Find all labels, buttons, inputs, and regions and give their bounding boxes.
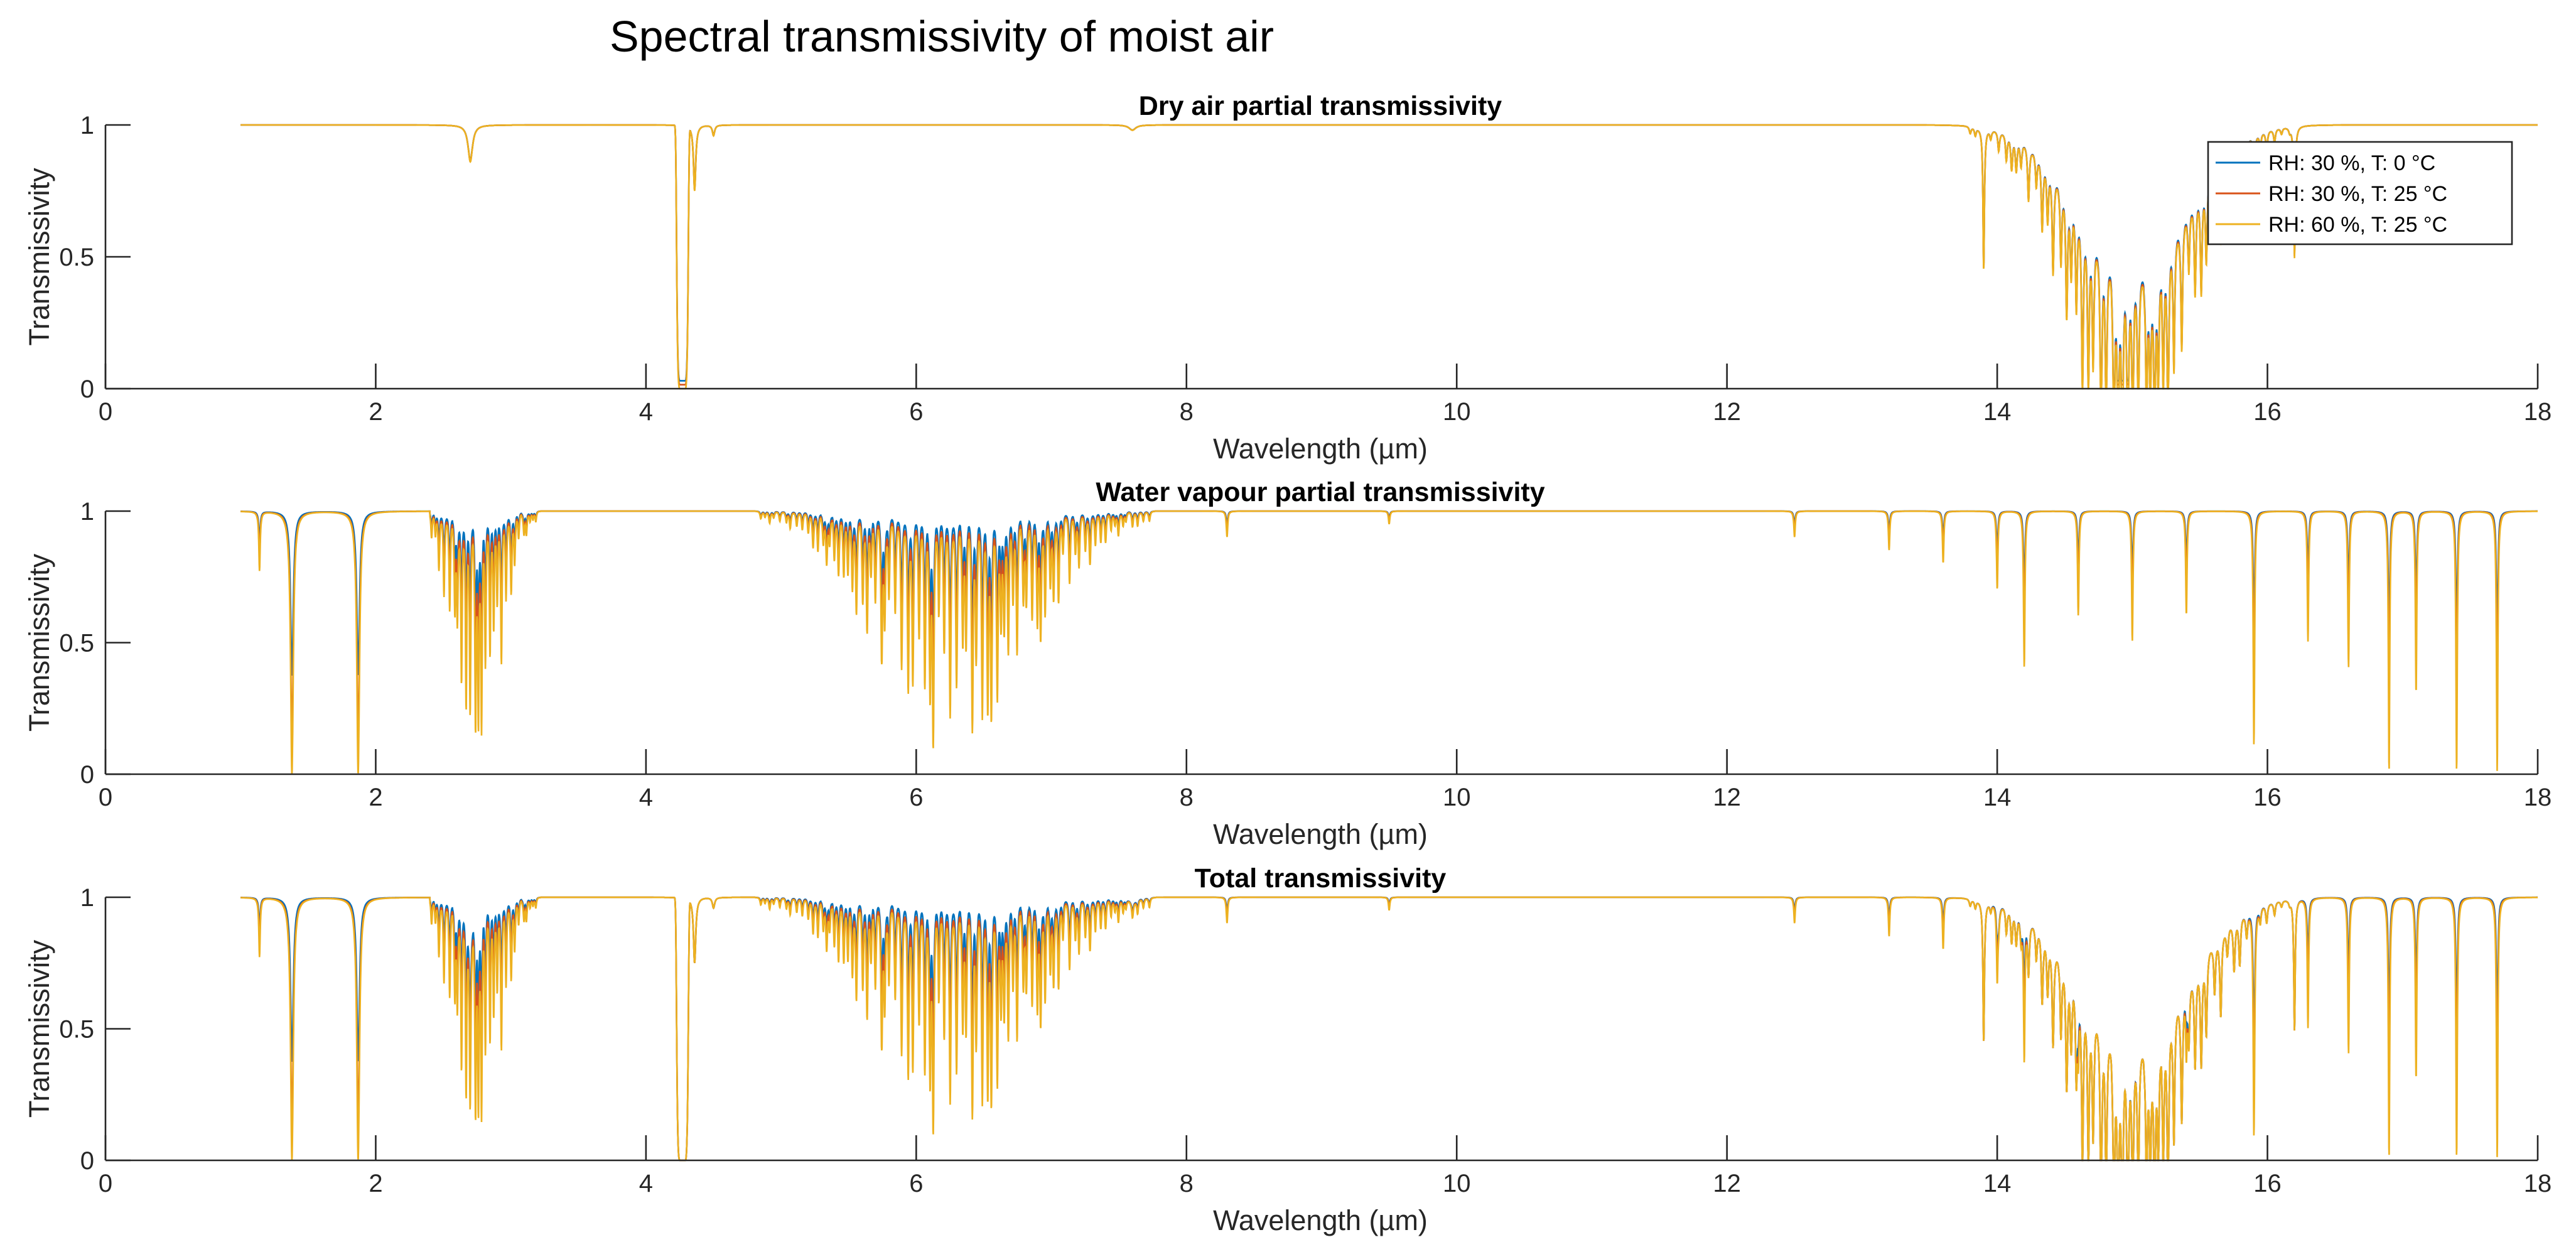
x-tick-label: 0 (99, 398, 112, 426)
x-tick-label: 4 (639, 784, 653, 811)
y-axis-label: Transmissivity (23, 168, 55, 346)
x-tick-label: 12 (1713, 398, 1741, 426)
series-group (240, 896, 2538, 1162)
x-tick-label: 4 (639, 1170, 653, 1197)
series-line-3 (240, 896, 2538, 1162)
x-tick-label: 14 (1983, 398, 2012, 426)
legend-entry-label: RH: 30 %, T: 0 °C (2268, 151, 2435, 175)
y-tick-label: 0.5 (59, 244, 94, 271)
series-line-2 (240, 510, 2538, 742)
axes-3: 0 2 4 6 8 10 12 14 16 18 0 0.5 1 Total transmissivity… (23, 863, 2552, 1236)
x-tick-label: 2 (369, 398, 382, 426)
x-tick-label: 8 (1180, 398, 1194, 426)
x-tick-label: 2 (369, 1170, 382, 1197)
x-tick-label: 16 (2253, 784, 2282, 811)
x-tick-label: 14 (1983, 1170, 2012, 1197)
x-tick-label: 0 (99, 784, 112, 811)
legend-entry-label: RH: 60 %, T: 25 °C (2268, 213, 2447, 237)
x-tick-label: 12 (1713, 784, 1741, 811)
legend: RH: 30 %, T: 0 °C RH: 30 %, T: 25 °C RH: 6… (2207, 141, 2513, 246)
series-line-3 (240, 124, 2538, 390)
series-line-3 (240, 510, 2538, 775)
axes-title: Dry air partial transmissivity (1139, 91, 1502, 121)
y-tick-label: 0 (80, 375, 94, 403)
x-tick-label: 8 (1180, 784, 1194, 811)
axes-2: 0 2 4 6 8 10 12 14 16 18 0 0.5 1 Water vapour partial… (23, 477, 2552, 850)
x-tick-label: 6 (909, 784, 923, 811)
x-axis-label: Wavelength (µm) (1213, 1204, 1428, 1236)
x-tick-label: 18 (2524, 784, 2552, 811)
series-group (240, 124, 2538, 390)
x-tick-label: 16 (2253, 1170, 2282, 1197)
x-tick-label: 10 (1443, 398, 1471, 426)
y-axis-label: Transmissivity (23, 939, 55, 1118)
x-tick-label: 4 (639, 398, 653, 426)
series-line-1 (240, 124, 2538, 382)
x-tick-label: 14 (1983, 784, 2012, 811)
y-tick-label: 0 (80, 761, 94, 789)
series-line-1 (240, 896, 2538, 1162)
axes-title: Total transmissivity (1195, 863, 1447, 893)
series-line-2 (240, 124, 2538, 386)
legend-entry-label: RH: 30 %, T: 25 °C (2268, 182, 2447, 206)
axes-1: 0 2 4 6 8 10 12 14 16 18 0 0.5 1 Dry air partial tran… (23, 91, 2552, 465)
series-group (240, 510, 2538, 775)
y-tick-label: 0 (80, 1147, 94, 1175)
figure-title: Spectral transmissivity of moist air (610, 12, 1274, 61)
x-tick-label: 10 (1443, 784, 1471, 811)
x-tick-label: 10 (1443, 1170, 1471, 1197)
x-tick-label: 18 (2524, 1170, 2552, 1197)
x-tick-label: 18 (2524, 398, 2552, 426)
y-tick-label: 0.5 (59, 1016, 94, 1044)
x-axis-label: Wavelength (µm) (1213, 433, 1428, 465)
x-tick-label: 2 (369, 784, 382, 811)
x-tick-label: 0 (99, 1170, 112, 1197)
x-tick-label: 8 (1180, 1170, 1194, 1197)
x-axis-label: Wavelength (µm) (1213, 818, 1428, 850)
y-axis-label: Transmissivity (23, 553, 55, 731)
series-line-2 (240, 896, 2538, 1162)
y-tick-label: 1 (80, 884, 94, 912)
x-tick-label: 6 (909, 398, 923, 426)
x-tick-label: 16 (2253, 398, 2282, 426)
x-tick-label: 6 (909, 1170, 923, 1197)
x-tick-label: 12 (1713, 1170, 1741, 1197)
axes-title: Water vapour partial transmissivity (1096, 477, 1544, 507)
y-tick-label: 1 (80, 112, 94, 139)
y-tick-label: 1 (80, 498, 94, 526)
series-line-1 (240, 510, 2538, 676)
y-tick-label: 0.5 (59, 630, 94, 657)
